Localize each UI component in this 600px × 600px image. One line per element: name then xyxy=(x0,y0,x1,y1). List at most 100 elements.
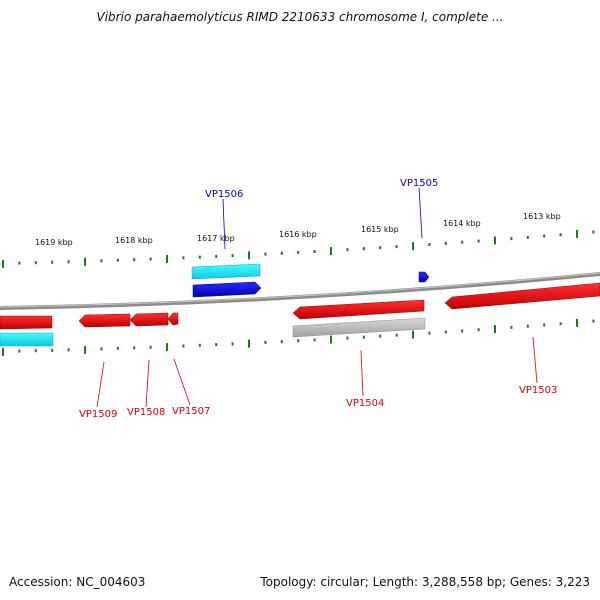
scale-tick-upper xyxy=(362,247,365,251)
scale-tick-upper xyxy=(592,230,595,234)
scale-tick-upper xyxy=(231,254,234,258)
scale-tick-lower xyxy=(510,325,513,329)
scale-tick-lower xyxy=(133,346,136,350)
gene-vp1509-cds[interactable] xyxy=(78,313,131,328)
scale-tick-upper xyxy=(149,257,152,261)
gene-left-reverse[interactable] xyxy=(0,315,53,330)
label-vp1503[interactable]: VP1503 xyxy=(519,385,557,396)
scale-tick-upper xyxy=(51,260,54,264)
scale-tick-lower xyxy=(559,322,562,326)
scale-tick-lower xyxy=(346,336,349,340)
gene-vp1504-pseudo[interactable] xyxy=(292,317,426,338)
scale-label-1614: 1614 kbp xyxy=(443,219,481,228)
scale-tick-upper xyxy=(280,251,283,255)
leader-vp1503 xyxy=(532,336,538,384)
scale-tick-upper xyxy=(395,245,398,249)
leader-vp1506 xyxy=(222,198,226,250)
label-vp1507[interactable]: VP1507 xyxy=(172,406,210,417)
scale-tick-lower xyxy=(330,335,332,344)
label-vp1505[interactable]: VP1505 xyxy=(400,178,438,189)
leader-vp1505 xyxy=(418,187,423,239)
leader-vp1508 xyxy=(145,359,150,408)
scale-tick-lower xyxy=(67,348,70,352)
accession-text: Accession: NC_004603 xyxy=(9,575,146,589)
scale-tick-lower xyxy=(215,343,218,347)
scale-tick-lower xyxy=(280,340,283,344)
label-vp1508[interactable]: VP1508 xyxy=(127,407,165,418)
scale-tick-upper xyxy=(412,242,414,251)
scale-tick-lower xyxy=(198,343,201,347)
scale-tick-lower xyxy=(34,349,37,353)
scale-tick-lower xyxy=(248,339,250,348)
scale-tick-lower xyxy=(494,325,496,334)
scale-tick-lower xyxy=(2,347,4,356)
scale-tick-lower xyxy=(166,343,168,352)
scale-label-1616: 1616 kbp xyxy=(279,230,317,239)
scale-tick-upper xyxy=(543,234,546,238)
genome-summary-text: Topology: circular; Length: 3,288,558 bp… xyxy=(260,575,590,589)
gene-vp1506-cds[interactable] xyxy=(192,281,262,298)
gene-vp1508-cds[interactable] xyxy=(129,312,169,327)
scale-tick-upper xyxy=(428,243,431,247)
scale-tick-upper xyxy=(297,250,300,254)
scale-tick-lower xyxy=(362,335,365,339)
scale-tick-upper xyxy=(477,239,480,243)
scale-tick-lower xyxy=(231,342,234,346)
map-title: Vibrio parahaemolyticus RIMD 2210633 chr… xyxy=(96,10,504,24)
gene-vp1505-cds[interactable] xyxy=(418,271,430,283)
scale-tick-upper xyxy=(84,257,86,266)
gene-left-rna[interactable] xyxy=(0,332,54,347)
scale-tick-lower xyxy=(182,344,185,348)
label-vp1506[interactable]: VP1506 xyxy=(205,189,243,200)
gene-vp1504-cds[interactable] xyxy=(292,299,425,320)
scale-label-1613: 1613 kbp xyxy=(523,212,561,221)
scale-tick-lower xyxy=(428,331,431,335)
gene-vp1506-rna[interactable] xyxy=(191,263,261,280)
scale-tick-upper xyxy=(346,248,349,252)
scale-tick-lower xyxy=(100,347,103,351)
scale-tick-upper xyxy=(182,256,185,260)
scale-tick-upper xyxy=(526,235,529,239)
scale-tick-upper xyxy=(248,251,250,260)
scale-tick-lower xyxy=(379,334,382,338)
scale-tick-lower xyxy=(444,330,447,334)
scale-tick-upper xyxy=(444,241,447,245)
scale-tick-upper xyxy=(576,229,578,238)
scale-tick-upper xyxy=(510,237,513,241)
scale-tick-lower xyxy=(592,319,595,323)
scale-label-1618: 1618 kbp xyxy=(115,236,153,245)
scale-tick-upper xyxy=(166,254,168,263)
gene-vp1507-cds[interactable] xyxy=(167,312,179,326)
scale-tick-lower xyxy=(18,349,21,353)
gene-vp1503-cds[interactable] xyxy=(444,282,600,310)
scale-tick-lower xyxy=(149,345,152,349)
scale-tick-lower xyxy=(313,338,316,342)
scale-tick-lower xyxy=(51,348,54,352)
scale-tick-lower xyxy=(543,323,546,327)
scale-tick-lower xyxy=(297,339,300,343)
scale-tick-lower xyxy=(461,329,464,333)
scale-tick-lower xyxy=(264,340,267,344)
scale-label-1615: 1615 kbp xyxy=(361,225,399,234)
scale-tick-upper xyxy=(2,259,4,268)
scale-tick-upper xyxy=(461,240,464,244)
scale-tick-lower xyxy=(477,328,480,332)
scale-tick-lower xyxy=(395,333,398,337)
scale-tick-upper xyxy=(559,233,562,237)
tick-track-upper xyxy=(2,229,595,268)
scale-tick-upper xyxy=(264,252,267,256)
scale-tick-upper xyxy=(18,261,21,265)
label-vp1509[interactable]: VP1509 xyxy=(79,409,117,420)
leader-vp1509 xyxy=(96,361,105,408)
leader-vp1504 xyxy=(360,349,364,397)
label-vp1504[interactable]: VP1504 xyxy=(346,398,384,409)
leader-vp1507 xyxy=(173,358,191,406)
scale-tick-lower xyxy=(116,346,119,350)
scale-tick-lower xyxy=(84,345,86,354)
scale-tick-upper xyxy=(379,246,382,250)
scale-tick-upper xyxy=(116,258,119,262)
scale-tick-lower xyxy=(526,324,529,328)
scale-tick-lower xyxy=(576,318,578,327)
scale-tick-upper xyxy=(494,236,496,245)
